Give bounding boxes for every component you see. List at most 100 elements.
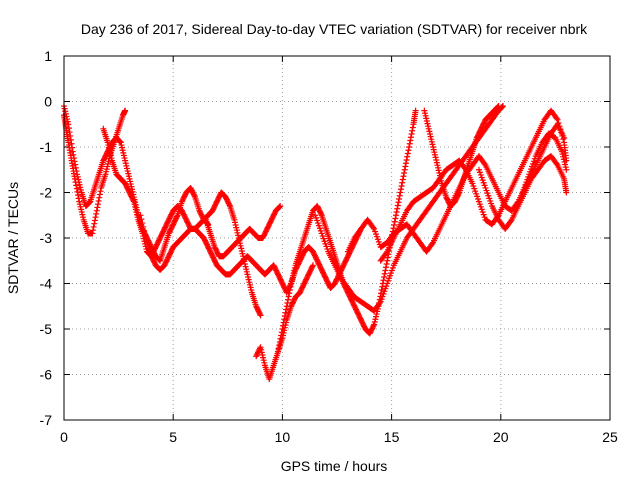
data-point	[69, 144, 76, 151]
data-point	[257, 312, 264, 319]
data-point	[137, 212, 144, 219]
y-tick-label: -2	[40, 185, 53, 201]
data-point	[66, 129, 73, 136]
data-point	[556, 123, 563, 130]
series-arc4	[137, 212, 365, 296]
data-point	[140, 223, 147, 230]
data-point	[72, 164, 79, 171]
x-tick-label: 0	[60, 429, 68, 445]
x-tick-label: 20	[493, 429, 509, 445]
data-point	[72, 161, 79, 168]
data-point	[318, 210, 325, 217]
data-point	[281, 313, 288, 319]
y-tick-label: 0	[44, 94, 52, 110]
data-point	[256, 311, 263, 318]
data-point	[560, 136, 567, 143]
y-tick-label: -7	[40, 412, 53, 428]
data-point	[495, 103, 502, 110]
data-point	[406, 140, 413, 147]
data-point	[75, 192, 82, 199]
data-point	[275, 348, 282, 355]
data-point	[96, 191, 103, 198]
data-point	[71, 158, 78, 165]
data-points	[61, 103, 570, 383]
x-tick-label: 25	[602, 429, 618, 445]
data-point	[191, 192, 198, 199]
y-tick-label: -6	[40, 367, 53, 383]
data-point	[116, 138, 123, 145]
data-point	[478, 125, 485, 132]
tick-labels: 0 5 10 15 20 25 -7 -6 -5 -4 -3 -2 -1 0 1	[40, 48, 618, 445]
data-point	[401, 166, 408, 173]
data-point	[406, 144, 413, 150]
data-point	[173, 213, 180, 220]
data-point	[391, 222, 398, 228]
data-point	[405, 147, 412, 154]
data-point	[383, 249, 390, 256]
data-point	[394, 205, 401, 212]
data-point	[74, 188, 81, 195]
data-point	[384, 257, 391, 264]
data-point	[67, 136, 74, 143]
data-point	[397, 189, 404, 196]
data-point	[395, 199, 402, 206]
data-point	[559, 132, 566, 139]
data-point	[379, 283, 386, 290]
data-point	[93, 210, 100, 217]
series-arc13	[519, 130, 570, 196]
data-point	[67, 132, 74, 139]
data-point	[404, 153, 411, 160]
data-point	[73, 168, 80, 175]
data-point	[392, 215, 399, 222]
y-tick-label: -4	[40, 276, 53, 292]
data-point	[400, 173, 407, 180]
data-point	[382, 264, 389, 271]
data-point	[156, 257, 163, 264]
data-point	[407, 137, 414, 144]
data-point	[412, 107, 419, 114]
data-point	[117, 138, 124, 145]
data-point	[399, 179, 406, 186]
data-point	[398, 183, 405, 189]
x-tick-label: 10	[275, 429, 291, 445]
plot-frame	[63, 55, 611, 421]
data-point	[143, 235, 150, 242]
data-point	[275, 204, 282, 211]
data-point	[399, 176, 406, 183]
data-point	[391, 218, 398, 225]
y-tick-label: 1	[44, 48, 52, 64]
data-point	[226, 201, 233, 208]
data-point	[381, 274, 388, 280]
data-point	[96, 194, 103, 201]
data-point	[421, 110, 428, 117]
data-point	[309, 262, 316, 269]
data-point	[286, 290, 293, 297]
data-point	[70, 151, 77, 158]
data-point	[553, 160, 560, 167]
data-point	[279, 326, 286, 332]
x-tick-label: 5	[169, 429, 177, 445]
data-point	[558, 129, 565, 136]
y-tick-label: -5	[40, 321, 53, 337]
data-point	[122, 107, 129, 114]
data-point	[401, 170, 408, 176]
data-point	[383, 261, 390, 267]
data-point	[381, 270, 388, 277]
series-arc2	[61, 103, 212, 264]
data-point	[90, 223, 97, 230]
data-point	[402, 160, 409, 167]
data-point	[89, 230, 96, 237]
data-point	[380, 277, 387, 284]
data-point	[277, 335, 284, 342]
data-point	[91, 220, 98, 227]
data-point	[68, 140, 75, 147]
data-point	[73, 182, 80, 189]
data-point	[69, 148, 76, 155]
data-point	[407, 134, 414, 141]
data-point	[404, 150, 411, 157]
data-point	[278, 329, 285, 336]
data-point	[284, 300, 291, 306]
data-point	[287, 283, 294, 290]
y-tick-label: -3	[40, 230, 53, 246]
series-arc8	[312, 103, 506, 314]
